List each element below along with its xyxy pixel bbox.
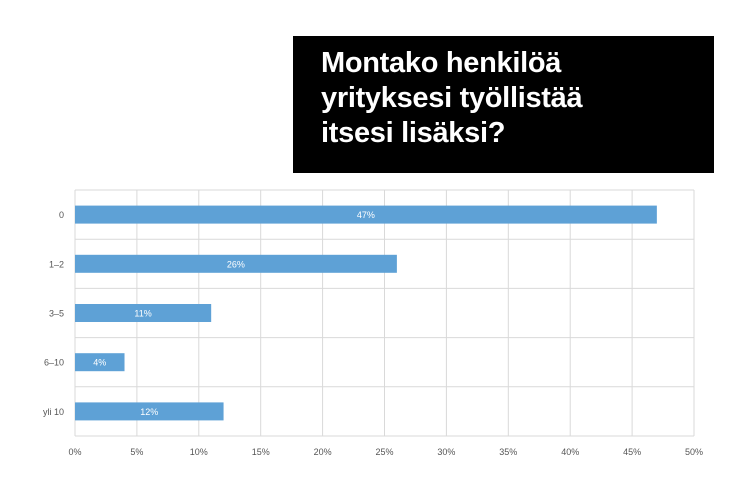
x-tick-label: 15% — [252, 447, 270, 457]
x-tick-label: 50% — [685, 447, 703, 457]
x-tick-label: 45% — [623, 447, 641, 457]
category-label: yli 10 — [43, 407, 64, 417]
category-label: 0 — [59, 210, 64, 220]
bar — [75, 402, 224, 421]
x-tick-label: 10% — [190, 447, 208, 457]
title-box: Montako henkilöä yrityksesi työllistää i… — [293, 36, 714, 173]
x-tick-label: 40% — [561, 447, 579, 457]
y-axis-categories: 0 1–2 3–5 6–10 yli 10 — [43, 210, 64, 417]
data-label: 26% — [227, 259, 245, 269]
category-label: 6–10 — [44, 358, 64, 368]
category-label: 1–2 — [49, 259, 64, 269]
data-label: 47% — [357, 210, 375, 220]
data-labels: 47% 26% 11% 4% 12% — [93, 210, 375, 417]
bar — [75, 304, 212, 322]
x-tick-label: 25% — [375, 447, 393, 457]
bar — [75, 205, 657, 224]
data-label: 11% — [134, 309, 151, 319]
data-label: 12% — [140, 407, 158, 417]
x-tick-label: 5% — [130, 447, 143, 457]
bars — [75, 205, 657, 421]
x-axis-ticks: 0% 5% 10% 15% 20% 25% 30% 35% 40% 45% 50% — [68, 447, 703, 457]
x-tick-label: 30% — [437, 447, 455, 457]
x-tick-label: 20% — [314, 447, 332, 457]
chart-title: Montako henkilöä yrityksesi työllistää i… — [321, 47, 583, 149]
data-label: 4% — [93, 358, 106, 368]
bar — [75, 353, 125, 372]
category-label: 3–5 — [49, 309, 64, 319]
x-tick-label: 35% — [499, 447, 517, 457]
bar — [75, 254, 397, 273]
x-tick-label: 0% — [68, 447, 81, 457]
grid-lines — [74, 189, 695, 437]
